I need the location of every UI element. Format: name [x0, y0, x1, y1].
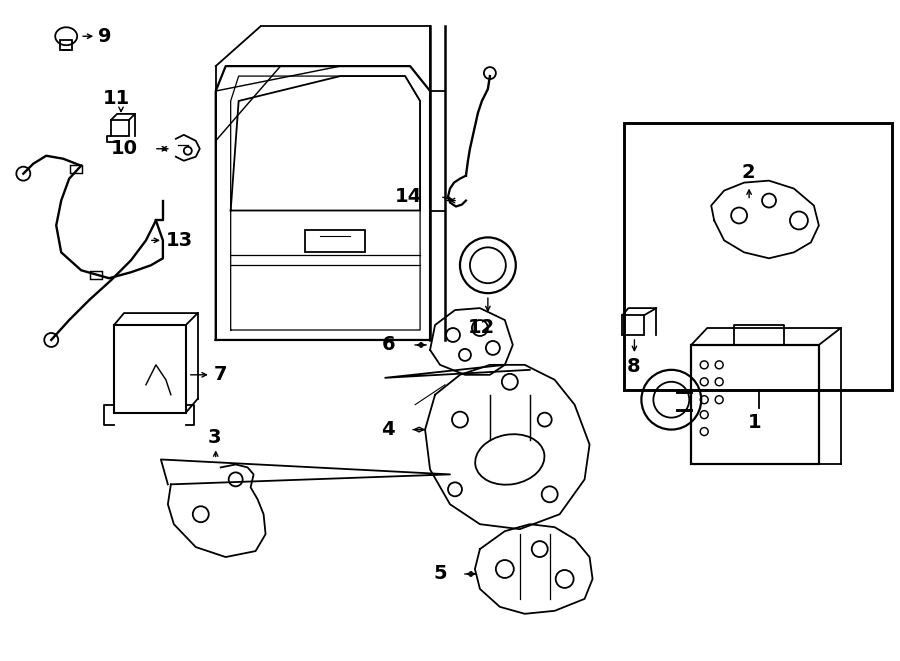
Bar — [111, 120, 129, 136]
Text: 10: 10 — [111, 139, 138, 158]
Text: 12: 12 — [468, 317, 495, 336]
Text: 4: 4 — [382, 420, 395, 439]
Text: 7: 7 — [213, 366, 227, 384]
Text: 9: 9 — [98, 26, 112, 46]
Bar — [305, 231, 365, 253]
Bar — [70, 165, 82, 173]
Bar — [60, 40, 72, 50]
Text: 2: 2 — [741, 163, 755, 182]
Text: 14: 14 — [395, 187, 422, 206]
Text: 6: 6 — [382, 335, 395, 354]
Text: 3: 3 — [208, 428, 221, 447]
Text: 13: 13 — [166, 231, 193, 250]
Bar — [625, 123, 892, 390]
Text: 1: 1 — [748, 412, 762, 432]
Bar — [90, 271, 102, 279]
Bar — [114, 325, 185, 412]
Text: 8: 8 — [626, 358, 640, 376]
Bar — [623, 315, 644, 335]
Text: 5: 5 — [434, 564, 447, 584]
Text: 11: 11 — [104, 89, 130, 108]
Bar — [691, 345, 819, 465]
